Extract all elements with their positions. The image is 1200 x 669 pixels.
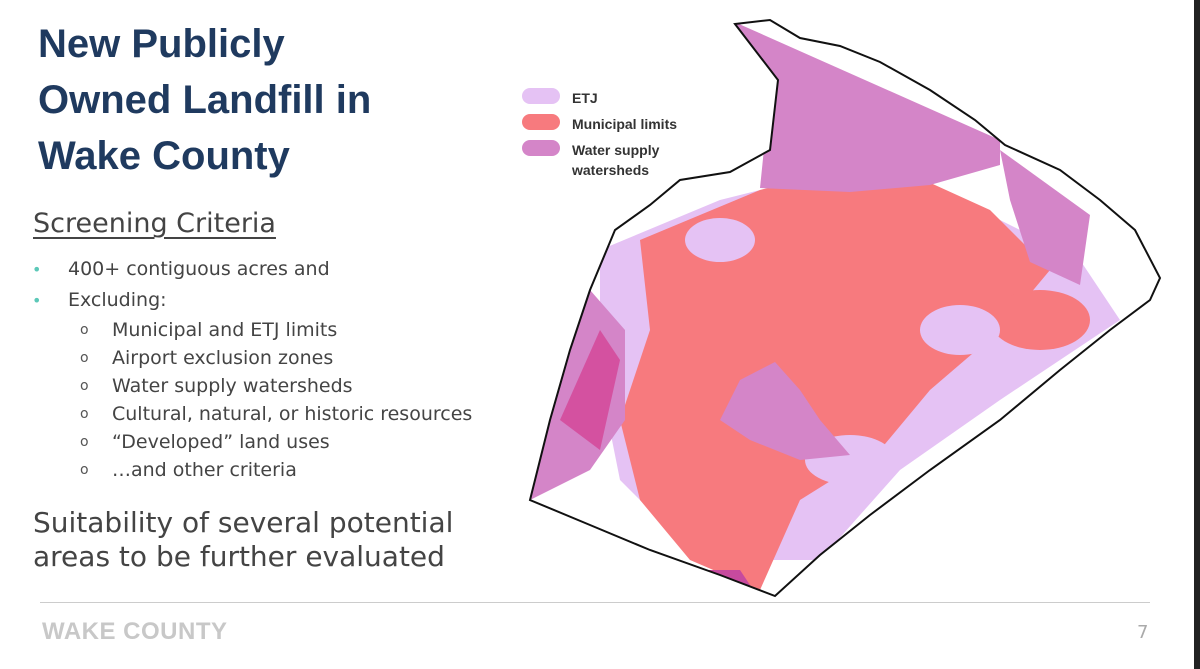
legend: ETJ Municipal limits Water supply waters… (522, 88, 682, 186)
legend-item: Municipal limits (522, 114, 682, 134)
legend-item: ETJ (522, 88, 682, 108)
title-line: Owned Landfill in (38, 78, 372, 122)
legend-swatch (522, 140, 560, 156)
sub-bullet: Airport exclusion zones (80, 344, 472, 372)
legend-item: Water supply watersheds (522, 140, 682, 180)
map-fill (530, 20, 1160, 596)
bullet-text: Excluding: (68, 289, 167, 311)
legend-swatch (522, 88, 560, 104)
sub-bullet: Municipal and ETJ limits (80, 316, 472, 344)
subtitle: Screening Criteria (33, 208, 276, 239)
conclusion: Suitability of several potential areas t… (33, 506, 453, 574)
legend-swatch (522, 114, 560, 130)
footer-rule (40, 602, 1150, 603)
sub-list: Municipal and ETJ limits Airport exclusi… (68, 316, 472, 484)
title-line: Wake County (38, 134, 290, 178)
bullet: 400+ contiguous acres and (30, 254, 472, 285)
county-outline (528, 18, 1162, 598)
page-number: 7 (1137, 622, 1149, 643)
bullet: Excluding: Municipal and ETJ limits Airp… (30, 285, 472, 484)
legend-label: ETJ (572, 90, 598, 106)
bullet-list: 400+ contiguous acres and Excluding: Mun… (30, 254, 472, 484)
window-edge (1194, 0, 1200, 669)
legend-label: Water supply watersheds (572, 142, 660, 178)
sub-bullet: “Developed” land uses (80, 428, 472, 456)
sub-bullet: Cultural, natural, or historic resources (80, 400, 472, 428)
title-line: New Publicly (38, 22, 285, 66)
legend-label: Municipal limits (572, 116, 678, 132)
sub-bullet: Water supply watersheds (80, 372, 472, 400)
conclusion-line: Suitability of several potential (33, 506, 454, 539)
sub-bullet: …and other criteria (80, 456, 472, 484)
bullet-text: 400+ contiguous acres and (68, 258, 330, 280)
title: New Publicly Owned Landfill in Wake Coun… (38, 16, 371, 184)
conclusion-line: areas to be further evaluated (33, 540, 445, 573)
footer-brand: WAKE COUNTY (42, 618, 228, 645)
